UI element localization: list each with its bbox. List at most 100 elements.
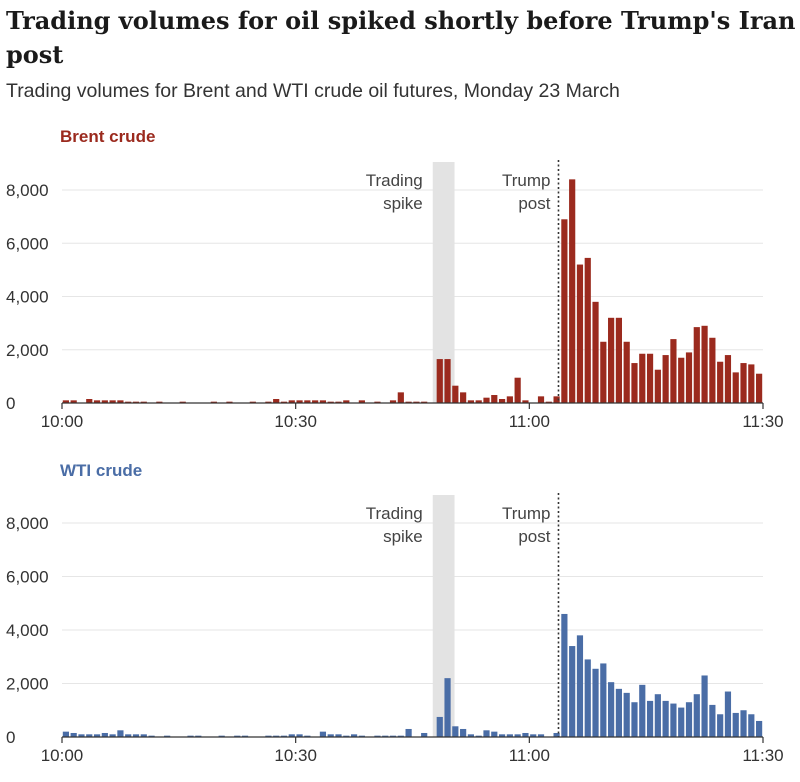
- bar: [140, 401, 147, 403]
- bar: [693, 327, 700, 403]
- bar: [483, 397, 490, 403]
- bar: [608, 682, 615, 737]
- bar: [234, 735, 241, 737]
- bar: [483, 730, 490, 737]
- bar: [413, 401, 420, 403]
- bar: [740, 363, 747, 403]
- bar: [350, 734, 358, 737]
- bar: [623, 692, 630, 737]
- y-tick-label: 4,000: [6, 621, 49, 640]
- bar: [288, 734, 295, 737]
- bar: [670, 339, 677, 403]
- bar: [615, 317, 622, 403]
- bar: [491, 395, 498, 403]
- bar: [537, 734, 545, 737]
- bar: [78, 734, 85, 737]
- bar: [389, 400, 397, 403]
- bar: [530, 734, 537, 737]
- bar: [319, 731, 327, 737]
- trump-post-label: Trump: [502, 171, 551, 190]
- bar: [631, 363, 638, 403]
- bar: [678, 707, 685, 737]
- bar: [86, 734, 93, 737]
- bar: [389, 735, 397, 737]
- y-tick-label: 8,000: [6, 181, 49, 200]
- x-tick-label: 10:30: [274, 746, 317, 765]
- bar: [93, 400, 101, 403]
- bar: [740, 710, 747, 737]
- bar: [335, 734, 342, 737]
- bar: [195, 735, 202, 737]
- bar: [327, 734, 334, 737]
- bar: [249, 401, 256, 403]
- bar: [561, 613, 568, 737]
- bar: [335, 401, 342, 403]
- bar: [592, 668, 599, 737]
- bar: [179, 401, 186, 403]
- bar: [397, 735, 404, 737]
- bar: [693, 694, 700, 737]
- bar: [709, 337, 716, 403]
- bar: [748, 714, 755, 737]
- bar: [304, 735, 311, 737]
- y-tick-label: 6,000: [6, 568, 49, 587]
- bar: [685, 702, 693, 737]
- bar: [514, 377, 521, 403]
- bar: [569, 179, 576, 403]
- bar: [506, 396, 513, 403]
- bar: [460, 728, 467, 737]
- bar: [187, 735, 194, 737]
- bar: [639, 684, 646, 737]
- chart-subtitle: Trading volumes for Brent and WTI crude …: [6, 80, 620, 102]
- bar: [117, 400, 124, 403]
- bar: [226, 401, 233, 403]
- bar: [117, 730, 124, 737]
- bar: [646, 700, 654, 737]
- bar: [724, 355, 732, 403]
- y-tick-label: 4,000: [6, 288, 49, 307]
- bar: [405, 401, 412, 403]
- trading-spike-label: spike: [383, 527, 423, 546]
- bar: [615, 688, 622, 737]
- bar: [382, 735, 389, 737]
- bar: [358, 735, 365, 737]
- bar: [498, 399, 506, 403]
- bar: [436, 359, 443, 403]
- bar: [717, 361, 724, 403]
- y-tick-label: 0: [6, 394, 15, 413]
- bar: [319, 400, 327, 403]
- bar: [343, 735, 350, 737]
- bar: [498, 734, 506, 737]
- bar: [436, 716, 443, 737]
- bar: [296, 400, 303, 403]
- bar: [553, 732, 560, 737]
- bar: [421, 732, 428, 737]
- bar: [522, 732, 529, 737]
- bar: [646, 353, 654, 403]
- bar: [101, 732, 108, 737]
- bar: [756, 720, 763, 737]
- trading-spike-label: Trading: [366, 171, 423, 190]
- bar: [265, 401, 272, 403]
- bar: [70, 400, 77, 403]
- bar: [631, 702, 638, 737]
- bar: [732, 712, 739, 737]
- bar: [670, 703, 677, 737]
- bar: [467, 400, 475, 403]
- bar: [576, 635, 584, 737]
- x-tick-label: 10:30: [274, 412, 317, 431]
- bar: [569, 646, 576, 737]
- trump-post-label: post: [518, 194, 550, 213]
- bar: [374, 735, 381, 737]
- trump-post-label: Trump: [502, 504, 551, 523]
- bar: [421, 401, 428, 403]
- x-tick-label: 10:00: [41, 412, 84, 431]
- bar: [444, 359, 451, 403]
- bar: [164, 735, 171, 737]
- bar: [312, 400, 319, 403]
- bar: [506, 734, 513, 737]
- x-tick-label: 11:00: [509, 412, 550, 431]
- chart-title: Trading volumes for oil spiked shortly b…: [6, 6, 796, 69]
- bar: [452, 385, 459, 403]
